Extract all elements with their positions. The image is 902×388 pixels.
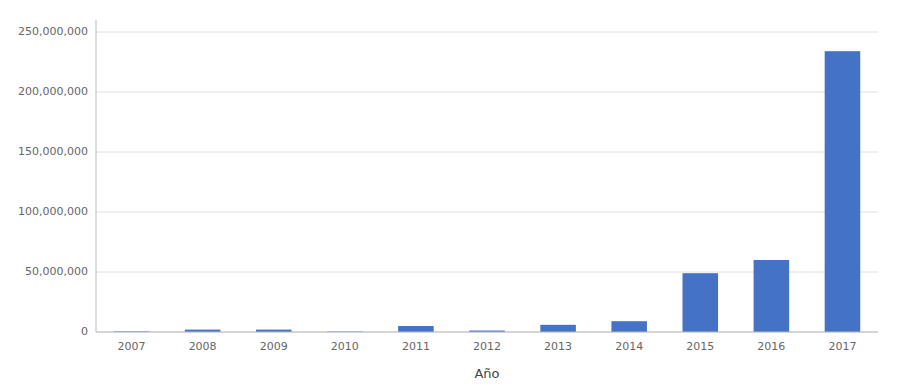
grid-line [96, 92, 878, 93]
x-tick-label: 2012 [473, 340, 501, 353]
chart-container: 0 50,000,000 100,000,000 150,000,000 200,000… [0, 0, 902, 388]
y-tick-label: 50,000,000 [25, 265, 88, 278]
x-tick-label: 2007 [118, 340, 146, 353]
bars [114, 51, 860, 332]
bar [754, 260, 790, 332]
x-axis-title: Año [474, 366, 499, 381]
y-tick-label: 0 [81, 325, 88, 338]
y-tick-label: 200,000,000 [18, 85, 88, 98]
grid-line [96, 32, 878, 33]
x-axis: 2007 2008 2009 2010 2011 2012 2013 2014 2015 2016… [118, 340, 857, 353]
grid-line [96, 332, 878, 333]
x-tick-label: 2009 [260, 340, 288, 353]
x-axis-line [96, 332, 878, 333]
x-tick-label: 2017 [828, 340, 856, 353]
y-axis-line [96, 20, 97, 332]
x-tick-label: 2014 [615, 340, 643, 353]
x-tick-label: 2011 [402, 340, 430, 353]
y-axis: 0 50,000,000 100,000,000 150,000,000 200,000… [18, 25, 878, 338]
x-tick-label: 2015 [686, 340, 714, 353]
y-tick-label: 100,000,000 [18, 205, 88, 218]
x-tick-label: 2010 [331, 340, 359, 353]
chart-svg: 0 50,000,000 100,000,000 150,000,000 200,000… [0, 0, 902, 388]
grid-line [96, 212, 878, 213]
y-tick-label: 150,000,000 [18, 145, 88, 158]
x-tick-label: 2013 [544, 340, 572, 353]
grid-line [96, 152, 878, 153]
bar [683, 273, 719, 332]
y-tick-label: 250,000,000 [18, 25, 88, 38]
x-tick-label: 2008 [189, 340, 217, 353]
x-tick-label: 2016 [757, 340, 785, 353]
bar [540, 325, 576, 332]
bar [398, 326, 434, 332]
bar [611, 321, 647, 332]
bar [825, 51, 861, 332]
